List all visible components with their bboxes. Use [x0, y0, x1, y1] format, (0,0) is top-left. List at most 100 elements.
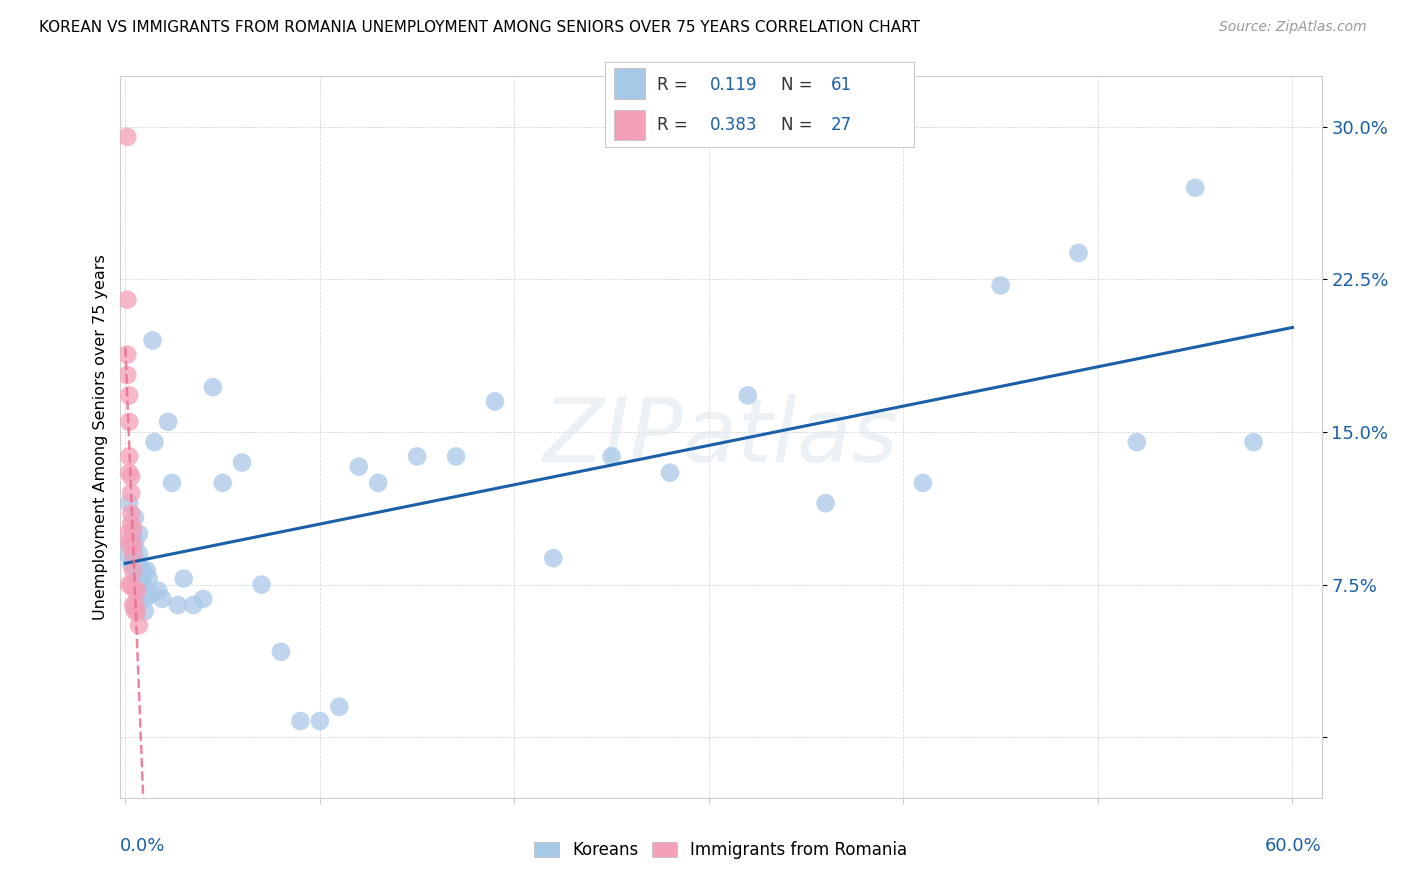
Point [183, 598, 205, 612]
Point [211, 475, 233, 490]
Text: 27: 27 [831, 116, 852, 134]
Point [138, 572, 160, 586]
Point [124, 583, 146, 598]
Point [118, 415, 141, 429]
Point [250, 577, 273, 591]
Legend: Koreans, Immigrants from Romania: Koreans, Immigrants from Romania [527, 835, 914, 866]
Point [367, 475, 389, 490]
Point [118, 466, 141, 480]
Text: 0.119: 0.119 [710, 76, 758, 94]
Point [328, 699, 350, 714]
Point [484, 394, 506, 409]
Point [117, 526, 139, 541]
Point [125, 583, 148, 598]
Text: Source: ZipAtlas.com: Source: ZipAtlas.com [1219, 20, 1367, 34]
Point [167, 598, 190, 612]
Point [143, 435, 166, 450]
Bar [614, 110, 645, 140]
Point [122, 526, 145, 541]
Point [118, 537, 141, 551]
Point [201, 380, 224, 394]
Point [173, 572, 195, 586]
Text: KOREAN VS IMMIGRANTS FROM ROMANIA UNEMPLOYMENT AMONG SENIORS OVER 75 YEARS CORRE: KOREAN VS IMMIGRANTS FROM ROMANIA UNEMPL… [39, 20, 921, 35]
Point [990, 278, 1012, 293]
Point [117, 293, 139, 307]
Point [148, 583, 170, 598]
Text: N =: N = [780, 76, 818, 94]
Point [600, 450, 623, 464]
Bar [614, 69, 645, 99]
Point [118, 496, 141, 510]
Point [128, 526, 150, 541]
Text: 0.0%: 0.0% [120, 837, 165, 855]
Point [118, 537, 141, 551]
Point [120, 486, 142, 500]
Point [270, 645, 292, 659]
Point [737, 388, 759, 402]
Point [128, 572, 150, 586]
Point [150, 591, 173, 606]
Point [157, 415, 180, 429]
Point [659, 466, 682, 480]
Point [1184, 180, 1206, 194]
Point [124, 510, 146, 524]
Point [124, 537, 146, 551]
Point [814, 496, 837, 510]
Point [122, 547, 145, 561]
Point [135, 563, 157, 577]
Point [122, 547, 145, 561]
Point [124, 551, 146, 566]
Point [122, 523, 145, 537]
Point [1067, 246, 1090, 260]
Point [129, 572, 152, 586]
Point [911, 475, 934, 490]
Point [120, 558, 142, 572]
Text: R =: R = [657, 76, 693, 94]
Point [444, 450, 467, 464]
Point [132, 563, 155, 577]
Point [134, 591, 156, 606]
Point [543, 551, 565, 566]
Text: ZIPatlas: ZIPatlas [543, 394, 898, 480]
Point [120, 469, 142, 483]
Point [117, 129, 139, 144]
Point [1126, 435, 1149, 450]
Point [120, 577, 142, 591]
Point [118, 388, 141, 402]
Point [160, 475, 183, 490]
Point [406, 450, 429, 464]
Point [231, 456, 253, 470]
Point [128, 547, 150, 561]
Text: 60.0%: 60.0% [1265, 837, 1322, 855]
Point [191, 591, 214, 606]
Point [142, 334, 165, 348]
Point [129, 577, 152, 591]
Point [1243, 435, 1265, 450]
Point [134, 604, 156, 618]
Point [118, 450, 141, 464]
Point [129, 563, 152, 577]
Point [122, 563, 145, 577]
Point [120, 507, 142, 521]
Text: 61: 61 [831, 76, 852, 94]
Point [125, 604, 148, 618]
Point [122, 558, 145, 572]
Point [125, 563, 148, 577]
Point [124, 604, 146, 618]
Point [117, 547, 139, 561]
Point [125, 558, 148, 572]
Point [122, 598, 145, 612]
Point [117, 368, 139, 382]
Y-axis label: Unemployment Among Seniors over 75 years: Unemployment Among Seniors over 75 years [93, 254, 108, 620]
Point [120, 516, 142, 531]
Point [125, 572, 148, 586]
Point [139, 588, 162, 602]
Point [120, 537, 142, 551]
Point [132, 572, 155, 586]
Text: R =: R = [657, 116, 693, 134]
Point [309, 714, 332, 728]
Point [117, 348, 139, 362]
Text: 0.383: 0.383 [710, 116, 758, 134]
Point [124, 598, 146, 612]
Point [118, 577, 141, 591]
